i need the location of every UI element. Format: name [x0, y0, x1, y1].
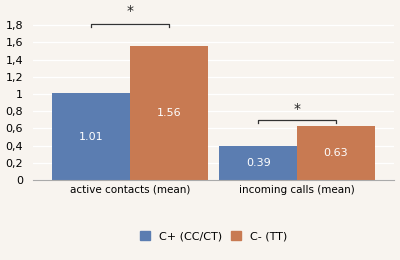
Legend: C+ (CC/CT), C- (TT): C+ (CC/CT), C- (TT) — [140, 231, 287, 241]
Bar — [130, 46, 208, 180]
Bar — [297, 126, 375, 180]
Text: *: * — [294, 102, 301, 116]
Bar — [219, 146, 297, 180]
Text: *: * — [127, 4, 134, 18]
Text: 0.39: 0.39 — [246, 158, 270, 168]
Text: 0.63: 0.63 — [324, 148, 348, 158]
Bar — [52, 93, 130, 180]
Text: 1.56: 1.56 — [157, 108, 182, 118]
Text: 1.01: 1.01 — [79, 132, 104, 141]
